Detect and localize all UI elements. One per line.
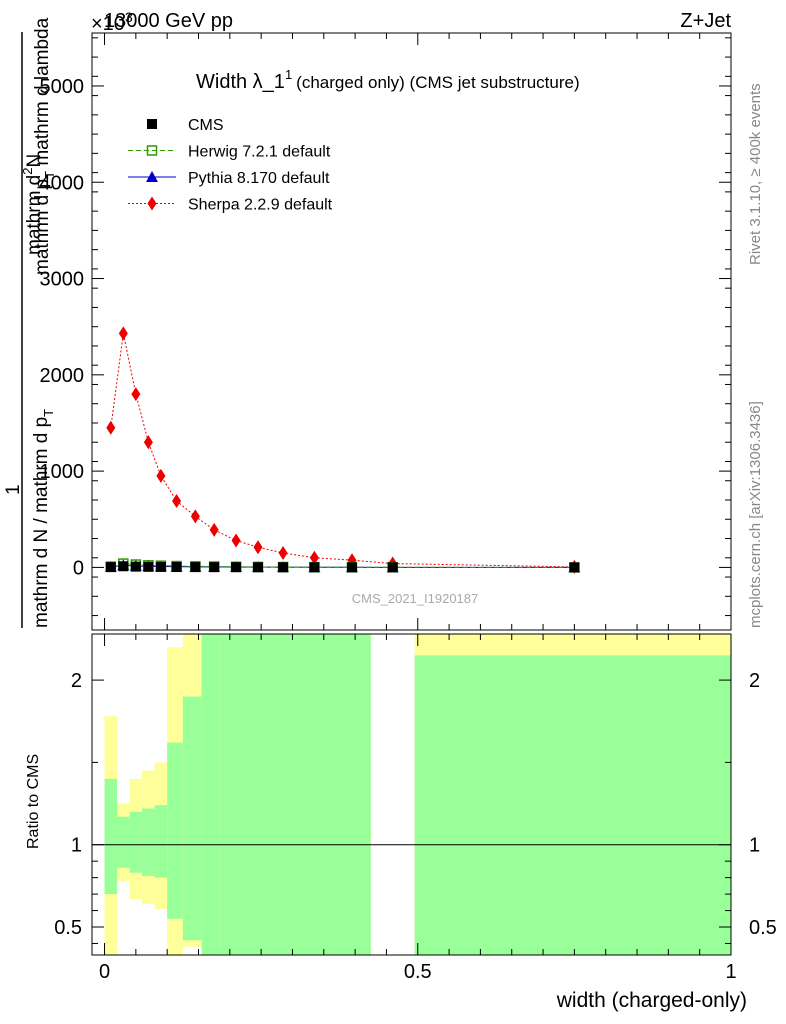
sherpa-series-line	[110, 333, 575, 568]
ratio-y-tick-label: 2	[71, 670, 82, 692]
legend-marker-sherpa	[147, 196, 157, 211]
y-scale-multiplier: ×103	[91, 9, 133, 35]
ratio-axis-ticks	[92, 634, 732, 955]
cms-data-point	[253, 562, 264, 573]
ratio-y-tick-label: 1	[71, 835, 82, 857]
ratio-band-green	[142, 808, 155, 876]
mcplots-label: mcplots.cern.ch [arXiv:1306.3436]	[747, 401, 764, 628]
series-layer	[104, 326, 581, 574]
sherpa-data-point	[143, 435, 153, 450]
ratio-y-tick-label-right: 2	[749, 670, 760, 692]
x-axis-title: width (charged-only)	[556, 989, 747, 1012]
sherpa-data-point	[209, 522, 219, 537]
main-plot-frame	[91, 32, 732, 631]
legend-label-pythia: Pythia 8.170 default	[188, 170, 330, 187]
process-label: Z+Jet	[680, 10, 731, 32]
sherpa-data-point	[131, 387, 141, 402]
main-y-tick-label: 0	[73, 557, 84, 579]
main-y-tick-label: 1000	[40, 461, 85, 483]
main-axis-ticks	[92, 33, 732, 630]
x-tick-label: 1	[725, 961, 736, 983]
y-title-line2: mathrm d pT mathrm d lambda	[32, 17, 57, 275]
y-title-line1: mathrm d2N	[20, 154, 45, 255]
legend: CMS Herwig 7.2.1 default Pythia 8.170 defa…	[128, 117, 333, 214]
ratio-y-tick-label-right: 0.5	[749, 917, 777, 939]
sherpa-data-point	[106, 420, 116, 435]
sherpa-data-point	[278, 545, 288, 560]
y-title-line3: 1	[3, 484, 24, 495]
ratio-band-green	[117, 816, 130, 868]
ratio-band-green	[129, 811, 143, 873]
legend-marker-cms	[147, 119, 157, 129]
legend-label-sherpa: Sherpa 2.2.9 default	[188, 197, 333, 214]
cms-data-point	[209, 562, 220, 573]
ratio-band-green	[154, 805, 168, 878]
sherpa-data-point	[231, 533, 241, 548]
sherpa-data-point	[309, 550, 319, 565]
legend-label-cms: CMS	[188, 117, 224, 134]
main-y-tick-label: 3000	[40, 269, 85, 291]
cms-data-point	[143, 561, 154, 572]
y-title-line4: mathrm d N / mathrm d pT	[31, 409, 56, 628]
cms-data-point	[346, 562, 357, 573]
ratio-y-tick-label-right: 1	[749, 835, 760, 857]
legend-marker-herwig	[146, 145, 158, 156]
sherpa-data-point	[253, 540, 263, 555]
cms-data-point	[171, 562, 182, 573]
cms-data-point	[309, 562, 320, 573]
sherpa-data-point	[172, 493, 182, 508]
ratio-band-green	[201, 634, 221, 955]
cms-data-point	[155, 561, 166, 572]
sherpa-data-point	[190, 509, 200, 524]
rivet-label: Rivet 3.1.10, ≥ 400k events	[747, 83, 764, 265]
ratio-band-green	[104, 778, 118, 895]
ratio-y-axis-title: Ratio to CMS	[25, 754, 42, 849]
ratio-band-green	[414, 655, 731, 955]
main-y-tick-label: 2000	[40, 365, 85, 387]
ratio-y-tick-labels: 0.5 0.5 1 1 2 2	[54, 670, 777, 939]
main-y-tick-labels: 0 1000 2000 3000 4000 5000	[40, 76, 85, 579]
cms-data-point	[387, 562, 398, 573]
cms-data-point	[569, 562, 580, 573]
ratio-plot-frame	[91, 633, 732, 956]
main-y-tick-label: 4000	[40, 172, 85, 194]
ratio-uncertainty-bands	[104, 634, 731, 955]
plot-title: Width λ_11 (charged only) (CMS jet substr…	[196, 67, 580, 93]
cms-data-point	[278, 562, 289, 573]
main-y-tick-label: 5000	[40, 76, 85, 98]
cms-data-point	[130, 561, 141, 572]
ratio-y-tick-label: 0.5	[54, 917, 82, 939]
ratio-band-green	[167, 742, 183, 919]
legend-marker-pythia	[146, 171, 158, 182]
x-tick-labels: 0 0.5 1	[99, 961, 737, 983]
main-y-axis-title: mathrm d2N mathrm d pT mathrm d lambda 1…	[3, 17, 57, 628]
ratio-band-green	[220, 634, 371, 955]
legend-label-herwig: Herwig 7.2.1 default	[188, 144, 331, 161]
analysis-watermark: CMS_2021_I1920187	[352, 591, 479, 606]
sherpa-data-point	[118, 326, 128, 341]
x-tick-label: 0.5	[404, 961, 432, 983]
cms-data-point	[105, 562, 116, 573]
ratio-band-green	[182, 696, 202, 941]
cms-data-point	[190, 562, 201, 573]
sherpa-data-point	[156, 468, 166, 483]
energy-label: 13000 GeV pp	[104, 10, 233, 32]
cms-data-point	[231, 562, 242, 573]
cms-data-point	[118, 561, 129, 572]
x-tick-label: 0	[99, 961, 110, 983]
